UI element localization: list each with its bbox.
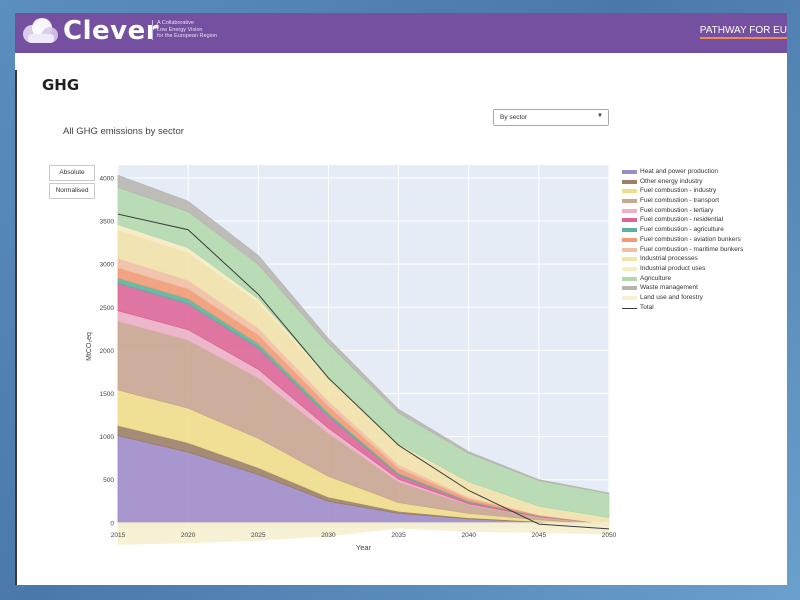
- legend-label: Land use and forestry: [640, 293, 703, 301]
- x-tick-label: 2030: [321, 532, 336, 539]
- app-window: Clever A Collaborative Low Energy Vision…: [15, 13, 787, 585]
- x-tick-label: 2050: [602, 532, 617, 539]
- tagline-line: Low Energy Vision: [157, 26, 203, 33]
- page-title: GHG: [42, 76, 80, 94]
- x-tick-label: 2035: [391, 532, 406, 539]
- legend-swatch: [622, 208, 637, 213]
- y-tick-label: 1000: [100, 434, 115, 441]
- legend-label: Agriculture: [640, 274, 672, 282]
- legend-swatch: [622, 179, 637, 184]
- x-tick-label: 2045: [532, 532, 547, 539]
- tagline-line: A Collaborative: [157, 20, 194, 26]
- legend-swatch: [622, 218, 637, 223]
- area-land-use-and-forestry[interactable]: [117, 522, 610, 545]
- y-tick-label: 1500: [100, 391, 115, 398]
- legend-swatch: [622, 266, 637, 271]
- legend-label: Fuel combustion - aviation bunkers: [640, 235, 741, 243]
- legend-label: Fuel combustion - residential: [640, 216, 724, 224]
- legend-swatch: [622, 257, 637, 262]
- chart-areas: [117, 174, 610, 545]
- legend-swatch: [622, 237, 637, 242]
- legend-swatch: [622, 307, 637, 309]
- legend-label: Fuel combustion - industry: [640, 187, 717, 195]
- legend-swatch: [622, 295, 637, 300]
- legend-swatch: [622, 276, 637, 281]
- y-tick-label: 0: [110, 520, 114, 527]
- brand-name[interactable]: Clever: [63, 16, 160, 46]
- area-waste-management[interactable]: [117, 174, 610, 494]
- tagline-line: for the European Region: [157, 33, 217, 39]
- y-tick-label: 3500: [100, 219, 115, 226]
- legend-label: Heat and power production: [640, 168, 719, 175]
- legend-label: Fuel combustion - transport: [640, 197, 720, 205]
- legend-swatch: [622, 228, 637, 233]
- legend-label: Fuel combustion - maritime bunkers: [640, 245, 744, 253]
- y-tick-label: 500: [103, 477, 114, 484]
- y-tick-label: 2000: [100, 348, 115, 355]
- legend-label: Fuel combustion - agriculture: [640, 226, 724, 234]
- normalised-toggle-button[interactable]: Normalised: [49, 183, 95, 199]
- left-divider: [15, 70, 17, 585]
- legend-label: Waste management: [640, 284, 698, 292]
- ghg-stacked-area-chart: 0 500 1000 1500 2000 2500 3000 3500 4000 2015 202…: [86, 165, 617, 552]
- legend-swatch: [622, 286, 637, 291]
- legend-swatch: [622, 170, 637, 174]
- y-tick-label: 3000: [100, 262, 115, 269]
- y-tick-label: 4000: [100, 175, 115, 182]
- sector-dropdown[interactable]: By sector ▼: [493, 109, 609, 126]
- legend-label: Industrial processes: [640, 255, 698, 263]
- x-axis-ticks: 2015 2020 2025 2030 2035 2040 2045 2050: [111, 532, 617, 539]
- chart-title: All GHG emissions by sector: [63, 126, 184, 137]
- y-axis-label: MtCO₂eq: [86, 332, 93, 361]
- legend-label: Fuel combustion - tertiary: [640, 206, 714, 214]
- chart-total-line: [117, 213, 610, 530]
- pathway-nav-link[interactable]: PATHWAY FOR EU: [699, 25, 787, 39]
- dropdown-selected-value: By sector: [500, 114, 528, 121]
- total-line[interactable]: [117, 213, 610, 530]
- x-tick-label: 2015: [111, 532, 126, 539]
- clever-cloud-logo-icon[interactable]: [20, 16, 60, 48]
- y-axis-ticks: 0 500 1000 1500 2000 2500 3000 3500 4000: [100, 175, 115, 527]
- legend-label: Total: [640, 303, 654, 311]
- x-tick-label: 2020: [181, 532, 196, 539]
- y-tick-label: 2500: [100, 305, 115, 312]
- x-axis-label: Year: [356, 543, 372, 552]
- brand-tagline: A Collaborative Low Energy Vision for th…: [152, 20, 227, 40]
- top-navigation-bar: Clever A Collaborative Low Energy Vision…: [15, 13, 787, 53]
- legend-label: Other energy industry: [640, 177, 703, 185]
- legend-swatch: [622, 189, 637, 194]
- absolute-toggle-button[interactable]: Absolute: [49, 165, 95, 181]
- legend-swatch: [622, 199, 637, 204]
- legend-swatch: [622, 247, 637, 252]
- legend-label: Industrial product uses: [640, 264, 706, 272]
- x-tick-label: 2040: [461, 532, 476, 539]
- x-tick-label: 2025: [251, 532, 266, 539]
- dropdown-arrow-icon: ▼: [597, 113, 603, 119]
